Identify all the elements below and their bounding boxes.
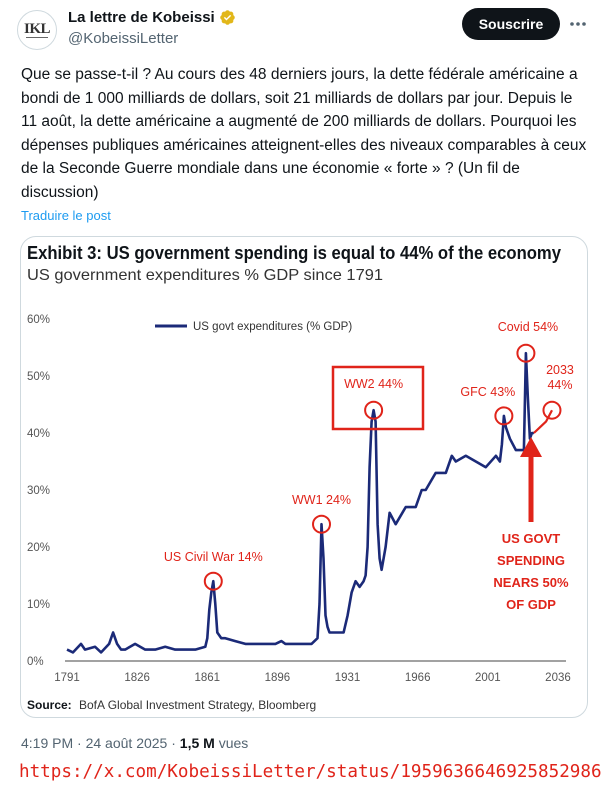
x-tick-label: 1966 xyxy=(405,672,431,684)
separator: · xyxy=(167,735,180,751)
y-axis: 0% 10% 20% 30% 40% 50% 60% xyxy=(27,314,50,668)
series-line-govt-expenditures xyxy=(66,351,534,654)
separator: · xyxy=(73,735,86,751)
y-tick-label: 40% xyxy=(27,428,50,440)
author-name-row: La lettre de Kobeissi xyxy=(68,9,236,26)
verified-badge-icon xyxy=(219,10,235,25)
callout-text: US GOVT SPENDING NEARS 50% OF GDP xyxy=(493,531,569,612)
more-icon[interactable] xyxy=(566,12,590,36)
tweet-text: Que se passe-t-il ? Au cours des 48 dern… xyxy=(21,66,587,201)
source-label: Source: xyxy=(27,698,72,712)
annotation-label: 44% xyxy=(547,378,572,392)
source-text: BofA Global Investment Strategy, Bloombe… xyxy=(79,698,316,712)
chart-subtitle: US government expenditures % GDP since 1… xyxy=(27,267,383,284)
post-date[interactable]: 24 août 2025 xyxy=(85,735,168,751)
y-tick-label: 50% xyxy=(27,371,50,383)
x-axis: 1791 1826 1861 1896 1931 1966 2001 2036 xyxy=(54,672,571,684)
callout-arrow xyxy=(520,437,542,522)
annotation-marker xyxy=(494,406,514,426)
callout-line: NEARS 50% xyxy=(493,575,569,590)
y-tick-label: 10% xyxy=(27,599,50,611)
post-time[interactable]: 4:19 PM xyxy=(21,735,74,751)
x-tick-label: 1791 xyxy=(54,672,80,684)
x-tick-label: 1826 xyxy=(124,672,150,684)
annotation-label: 2033 xyxy=(546,363,574,377)
avatar-logo-underline xyxy=(26,37,48,38)
chart-source: Source: BofA Global Investment Strategy,… xyxy=(27,698,316,712)
x-tick-label: 2036 xyxy=(545,672,571,684)
display-name[interactable]: La lettre de Kobeissi xyxy=(68,9,215,26)
subscribe-button[interactable]: Souscrire xyxy=(462,8,560,40)
chart-title: Exhibit 3: US government spending is equ… xyxy=(27,242,562,263)
annotation-label: US Civil War 14% xyxy=(164,550,263,564)
x-tick-label: 1931 xyxy=(335,672,361,684)
annotation-marker xyxy=(203,571,223,591)
handle[interactable]: @KobeissiLetter xyxy=(68,30,179,47)
avatar-logo-text: IKL xyxy=(23,21,51,37)
x-tick-label: 1861 xyxy=(194,672,220,684)
chart-annotations: US Civil War 14% WW1 24% WW2 44% GFC 43% Cov… xyxy=(164,320,574,591)
annotation-marker xyxy=(312,514,332,534)
callout-line: OF GDP xyxy=(506,597,556,612)
chart-svg: Exhibit 3: US government spending is equ… xyxy=(27,242,574,712)
y-tick-label: 20% xyxy=(27,542,50,554)
source-url-watermark: https://x.com/KobeissiLetter/status/1959… xyxy=(19,762,602,782)
y-tick-label: 30% xyxy=(27,485,50,497)
x-tick-label: 1896 xyxy=(265,672,291,684)
legend-label: US govt expenditures (% GDP) xyxy=(193,321,352,333)
ww2-highlight-box xyxy=(331,365,425,431)
y-tick-label: 60% xyxy=(27,314,50,326)
annotation-label: Covid 54% xyxy=(498,320,558,334)
y-tick-label: 0% xyxy=(27,656,44,668)
chart-image[interactable]: Exhibit 3: US government spending is equ… xyxy=(20,236,588,718)
callout-line: US GOVT xyxy=(502,531,561,546)
chart-legend: US govt expenditures (% GDP) xyxy=(155,321,352,333)
annotation-label: GFC 43% xyxy=(460,385,515,399)
avatar[interactable]: IKL xyxy=(17,10,57,50)
timestamp-row: 4:19 PM · 24 août 2025 · 1,5 M vues xyxy=(21,735,248,751)
more-dots-icon xyxy=(570,22,586,26)
series-line-2033-projection xyxy=(533,409,553,434)
views-count: 1,5 M xyxy=(179,735,215,751)
annotation-marker xyxy=(516,343,536,363)
views-label: vues xyxy=(214,735,249,751)
annotation-label: WW2 44% xyxy=(344,377,403,391)
callout-line: SPENDING xyxy=(497,553,565,568)
x-tick-label: 2001 xyxy=(475,672,501,684)
translate-link[interactable]: Traduire le post xyxy=(21,208,111,223)
annotation-marker xyxy=(542,400,562,420)
annotation-marker xyxy=(364,400,384,420)
annotation-label: WW1 24% xyxy=(292,493,351,507)
